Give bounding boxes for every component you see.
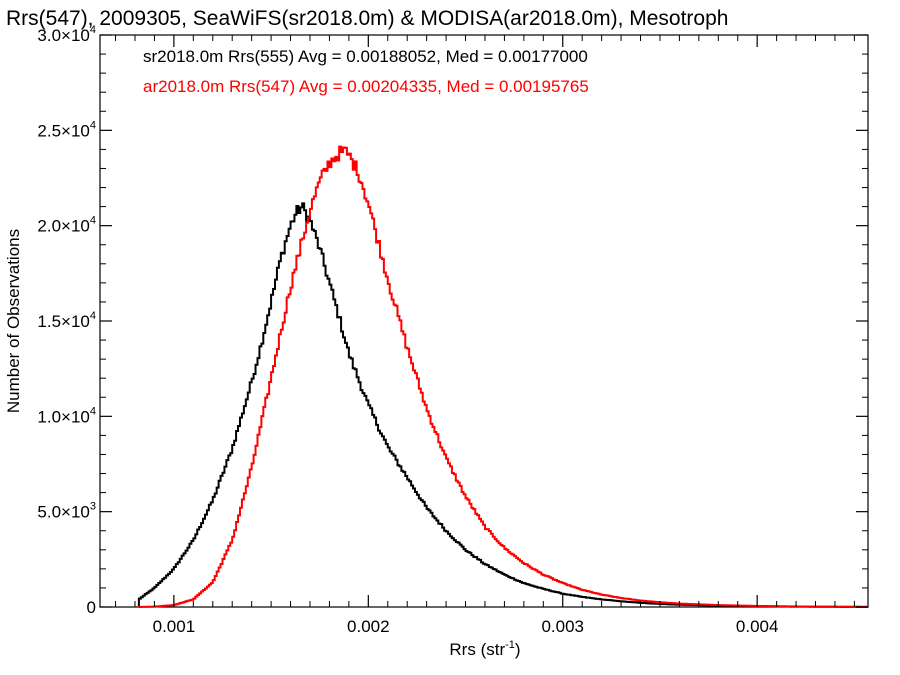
x-axis-ticks: 0.001 0.002 0.003 0.004 [115, 35, 855, 636]
x-axis-title-end: ) [515, 640, 521, 659]
x-axis-title: Rrs (str-1) [449, 639, 520, 659]
y-tick-label-0: 0 [87, 598, 96, 617]
y-tick-label-2: 1.0×104 [37, 405, 96, 426]
y-tick-label-6: 3.0×104 [37, 24, 96, 45]
legend: sr2018.0m Rrs(555) Avg = 0.00188052, Med… [143, 47, 589, 96]
chart-title: Rrs(547), 2009305, SeaWiFS(sr2018.0m) & … [6, 7, 728, 30]
legend-entry-ar2018: ar2018.0m Rrs(547) Avg = 0.00204335, Med… [143, 77, 589, 96]
x-tick-label-3: 0.004 [736, 617, 779, 636]
x-tick-label-0: 0.001 [153, 617, 196, 636]
y-tick-label-3: 1.5×104 [37, 310, 96, 331]
x-axis-title-superscript: -1 [505, 639, 515, 651]
y-tick-label-1: 5.0×103 [37, 501, 96, 522]
legend-entry-sr2018: sr2018.0m Rrs(555) Avg = 0.00188052, Med… [143, 47, 588, 66]
x-tick-label-2: 0.003 [541, 617, 584, 636]
x-axis-title-main: Rrs (str [449, 640, 505, 659]
y-axis-ticks: 0 5.0×103 1.0×104 1.5×104 2.0×104 2.5×104 3.0×… [37, 24, 868, 617]
y-tick-label-5: 2.5×104 [37, 119, 96, 140]
y-axis-title: Number of Observations [4, 229, 23, 413]
series-line-1 [137, 145, 868, 608]
series-group [137, 145, 868, 608]
x-tick-label-1: 0.002 [347, 617, 390, 636]
y-tick-label-4: 2.0×104 [37, 215, 96, 236]
